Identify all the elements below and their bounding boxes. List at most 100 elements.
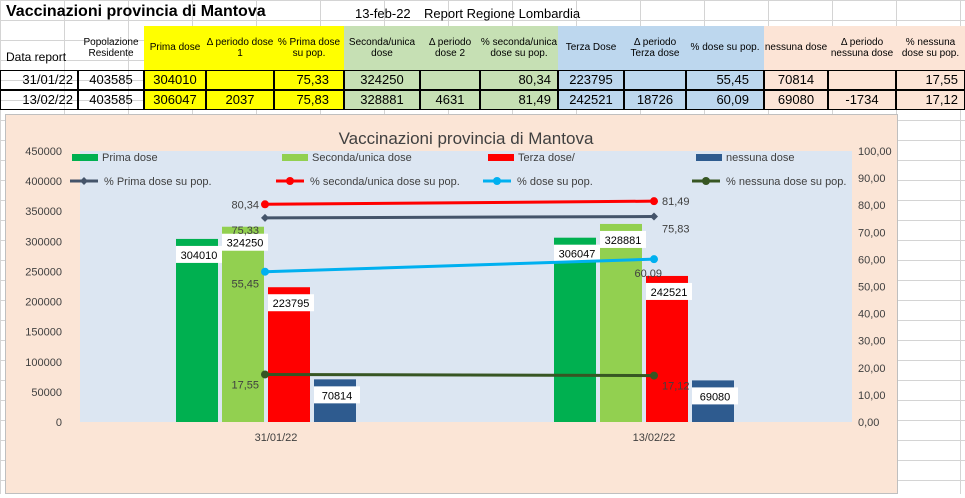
legend-label: nessuna dose [726, 152, 795, 164]
header-delta-dose1: Δ periodo dose 1 [206, 26, 274, 70]
chart-container[interactable]: Vaccinazioni provincia di Mantova 0 50000 1… [5, 114, 898, 494]
row2-prima: 306047 [144, 90, 206, 110]
line-data-label: 81,49 [662, 196, 690, 208]
header-delta-terza: Δ periodo Terza dose [624, 26, 686, 70]
legend-swatch [696, 154, 722, 161]
header-popolazione: Popolazione Residente [83, 36, 139, 60]
row1-seconda: 324250 [344, 70, 420, 90]
line-data-label: 80,34 [231, 199, 259, 211]
row1-prima: 304010 [144, 70, 206, 90]
legend-label: % nessuna dose su pop. [726, 176, 846, 188]
row1-pct-nessuna: 17,55 [896, 70, 965, 90]
y-right-tick: 100,00 [858, 146, 892, 158]
y-left-tick: 250000 [25, 266, 62, 278]
bar-label-bg [314, 386, 360, 404]
bar [646, 275, 688, 422]
y-right-tick: 0,00 [858, 417, 879, 429]
series-line [264, 372, 655, 378]
line-data-label: 75,33 [231, 225, 259, 237]
legend-label: Seconda/unica dose [312, 152, 412, 164]
bar-data-label: 223795 [273, 298, 310, 310]
row1-pct-prima: 75,33 [274, 70, 344, 90]
line-data-label: 60,09 [634, 268, 662, 280]
y-right-tick: 90,00 [858, 173, 886, 185]
y-left-tick: 300000 [25, 236, 62, 248]
report-date: 13-feb-22 [355, 6, 411, 21]
row1-pop: 403585 [78, 70, 144, 90]
header-prima-dose: Prima dose [144, 26, 206, 70]
x-tick-label: 31/01/22 [255, 432, 298, 444]
legend-marker [80, 177, 88, 185]
row2-nessuna: 69080 [764, 90, 828, 110]
y-right-tick: 50,00 [858, 282, 886, 294]
row2-pct-dose: 60,09 [686, 90, 764, 110]
header-pct-seconda: % seconda/unica dose su pop. [480, 26, 558, 70]
line-marker [650, 255, 658, 264]
line-marker [650, 371, 658, 380]
bar-data-label: 306047 [559, 249, 596, 261]
bar-label-bg [600, 230, 646, 248]
row2-delta3: 18726 [624, 90, 686, 110]
y-right-tick: 70,00 [858, 227, 886, 239]
bar-data-label: 242521 [651, 287, 688, 299]
line-data-label: 17,12 [662, 381, 690, 393]
header-seconda: Seconda/unica dose [344, 26, 420, 70]
bar-data-label: 324250 [227, 238, 264, 250]
header-pct-prima: % Prima dose su pop. [274, 26, 344, 70]
line-marker [261, 213, 269, 222]
row1-pct-dose: 55,45 [686, 70, 764, 90]
bar [176, 238, 218, 422]
legend-label: % dose su pop. [517, 176, 593, 188]
row2-pop: 403585 [78, 90, 144, 110]
series-line [264, 215, 655, 220]
row2-delta2: 4631 [420, 90, 480, 110]
row1-delta-nessuna [828, 70, 896, 90]
legend-label: Terza dose/ [518, 152, 576, 164]
line-data-label: 55,45 [231, 279, 259, 291]
y-left-tick: 0 [56, 417, 62, 429]
row1-delta1 [206, 70, 274, 90]
bar-label-bg [646, 282, 692, 300]
row2-terza: 242521 [558, 90, 624, 110]
bar-data-label: 304010 [181, 250, 218, 262]
line-marker [261, 267, 269, 276]
legend-label: Prima dose [102, 152, 158, 164]
row1-nessuna: 70814 [764, 70, 828, 90]
row1-data: 31/01/22 [0, 70, 78, 90]
bar-label-bg [176, 245, 222, 263]
y-right-tick: 60,00 [858, 254, 886, 266]
header-terza: Terza Dose [558, 26, 624, 70]
series-line [264, 199, 655, 206]
row1-terza: 223795 [558, 70, 624, 90]
line-marker [261, 370, 269, 379]
row1-delta3 [624, 70, 686, 90]
legend-marker [702, 177, 710, 185]
line-data-label: 17,55 [231, 379, 259, 391]
header-data-report: Data report [6, 50, 67, 65]
bar-label-bg [692, 387, 738, 405]
legend-swatch [282, 154, 308, 161]
legend-label: % Prima dose su pop. [104, 176, 212, 188]
report-source: Report Regione Lombardia [424, 6, 581, 21]
bar-data-label: 69080 [700, 391, 731, 403]
line-data-label: 75,83 [662, 224, 690, 236]
bar-label-bg [268, 294, 314, 312]
legend-label: % seconda/unica dose su pop. [310, 176, 460, 188]
header-pct-dose: % dose su pop. [686, 26, 764, 70]
bar-label-bg [554, 244, 600, 262]
row1-pct-seconda: 80,34 [480, 70, 558, 90]
vaccination-chart: Vaccinazioni provincia di Mantova 0 50000 1… [25, 129, 892, 444]
bar [554, 237, 596, 422]
row2-pct-seconda: 81,49 [480, 90, 558, 110]
x-tick-label: 13/02/22 [633, 432, 676, 444]
bar-label-bg [222, 233, 268, 251]
y-right-tick: 20,00 [858, 363, 886, 375]
y-left-tick: 100000 [25, 357, 62, 369]
line-marker [261, 200, 269, 209]
legend-marker [286, 177, 294, 185]
header-delta-nessuna: Δ periodo nessuna dose [828, 26, 896, 70]
bar-data-label: 70814 [322, 390, 353, 402]
header-nessuna: nessuna dose [764, 26, 828, 70]
y-left-tick: 350000 [25, 206, 62, 218]
row2-seconda: 328881 [344, 90, 420, 110]
